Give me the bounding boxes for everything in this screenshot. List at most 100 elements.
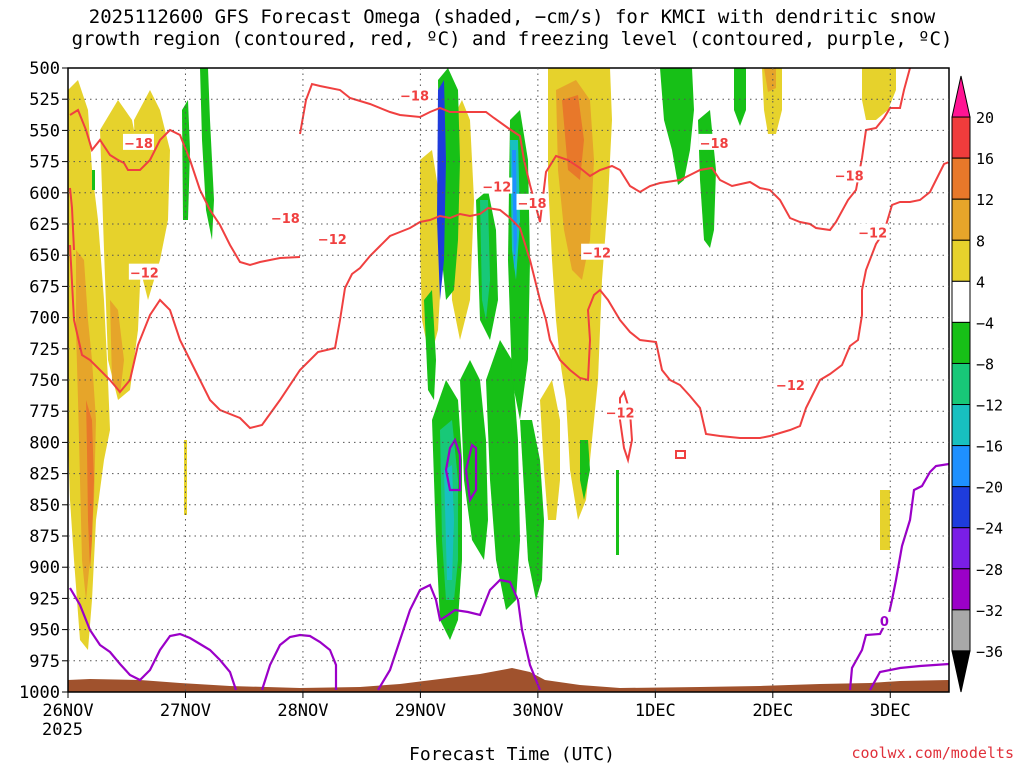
- omega-area-yellow: [540, 380, 560, 520]
- dgz-contour-label: −12: [606, 406, 635, 421]
- y-tick-label: 975: [29, 652, 60, 672]
- colorbar-segment: [951, 116, 971, 159]
- colorbar-label: 20: [976, 109, 994, 127]
- freezing-contour: [848, 462, 949, 691]
- x-tick-label: 26NOV: [42, 701, 93, 721]
- colorbar-segment: [951, 75, 971, 118]
- dgz-contour-label: −18: [400, 89, 429, 104]
- y-tick-label: 1000: [19, 683, 60, 703]
- y-tick-label: 575: [29, 153, 60, 173]
- omega-area-green: [486, 340, 520, 610]
- colorbar-label: −8: [976, 355, 994, 373]
- dgz-contour-label: −12: [318, 233, 347, 248]
- y-tick-label: 625: [29, 215, 60, 235]
- omega-area-cyan: [444, 465, 454, 580]
- freezing-contour: [69, 587, 238, 691]
- chart-title-line1: 2025112600 GFS Forecast Omega (shaded, −…: [88, 6, 936, 28]
- x-tick-label: 1DEC: [635, 701, 676, 721]
- colorbar-label: −20: [976, 479, 1003, 497]
- colorbar-segment: [951, 445, 971, 488]
- dgz-contour-label: −12: [858, 227, 887, 242]
- freezing-contour: [869, 662, 949, 691]
- dgz-contour-label-bg: [269, 208, 301, 225]
- dgz-contour-label: −12: [582, 247, 611, 262]
- omega-area-green: [616, 470, 619, 555]
- dgz-contour-upper: [299, 68, 911, 232]
- omega-area-yellow: [100, 100, 142, 400]
- dgz-contour-label: −12: [776, 379, 805, 394]
- colorbar-segment: [951, 362, 971, 406]
- freezing-contour-label-bg: [877, 611, 891, 628]
- dgz-contour-label: −18: [835, 169, 864, 184]
- y-tick-label: 500: [29, 59, 60, 79]
- colorbar-segment: [951, 239, 971, 282]
- dgz-contour-small: [619, 389, 634, 464]
- omega-area-yellow: [862, 68, 896, 120]
- colorbar-segment: [951, 609, 971, 652]
- colorbar-segment: [951, 527, 971, 570]
- omega-area-green: [182, 100, 190, 220]
- dgz-contour-upper: [69, 108, 301, 267]
- colorbar-segment: [951, 280, 971, 323]
- x-tick-label: 30NOV: [512, 701, 563, 721]
- omega-area-green: [92, 170, 95, 190]
- dgz-contour-label: −18: [518, 197, 547, 212]
- x-tick-label: 2DEC: [752, 701, 793, 721]
- y-tick-label: 950: [29, 621, 60, 641]
- y-tick-label: 850: [29, 496, 60, 516]
- omega-area-yellow: [184, 440, 187, 515]
- x-axis-label: Forecast Time (UTC): [409, 744, 615, 765]
- dgz-contour-label-bg: [128, 263, 160, 280]
- dgz-contour-label-bg: [581, 243, 613, 260]
- freezing-contour: [260, 633, 338, 691]
- omega-area-blue: [512, 150, 517, 270]
- colorbar-label: −12: [976, 397, 1003, 415]
- y-tick-label: 800: [29, 433, 60, 453]
- colorbar-label: −28: [976, 561, 1003, 579]
- colorbar-segment: [951, 568, 971, 611]
- colorbar-segment: [951, 650, 971, 693]
- colorbar-label: 16: [976, 150, 994, 168]
- y-tick-label: 750: [29, 371, 60, 391]
- y-tick-label: 675: [29, 277, 60, 297]
- y-tick-label: 775: [29, 402, 60, 422]
- freezing-level-contours: [69, 437, 949, 691]
- colorbar-label: −36: [976, 643, 1003, 661]
- x-tick-label: 3DEC: [870, 701, 911, 721]
- colorbar-label: −32: [976, 602, 1003, 620]
- colorbar: 20 16 12 8 4 −4 −8 −12 −16 −20 −24 −28 −32 −36: [951, 75, 1003, 693]
- y-tick-label: 525: [29, 90, 60, 110]
- dgz-contour-label-bg: [833, 166, 865, 183]
- credit-link[interactable]: coolwx.com/modelts: [851, 744, 1014, 762]
- dgz-contour-label-bg: [857, 223, 889, 240]
- colorbar-label: −4: [976, 314, 994, 332]
- year-label: 2025: [42, 720, 83, 740]
- dgz-contours: [69, 68, 949, 464]
- colorbar-segment: [951, 321, 971, 364]
- x-tick-label: 29NOV: [395, 701, 446, 721]
- dgz-contour-small: [675, 450, 686, 459]
- omega-area-green: [734, 68, 746, 126]
- omega-shading: [68, 68, 896, 650]
- dgz-contour-upper: [69, 187, 75, 251]
- dgz-contour-label-bg: [604, 403, 636, 420]
- dgz-contour-label-bg: [122, 133, 154, 150]
- contour-labels: −18 −18 −12 −12 −18 −12 −18 −12 −12 −18 −12 −18 −12 0: [122, 86, 891, 630]
- omega-area-orange: [562, 95, 584, 180]
- colorbar-label: 4: [976, 273, 985, 291]
- y-tick-label: 600: [29, 184, 60, 204]
- dgz-contour-label-bg: [698, 133, 730, 150]
- colorbar-label: −24: [976, 520, 1003, 538]
- colorbar-label: 8: [976, 232, 985, 250]
- y-tick-label: 650: [29, 246, 60, 266]
- y-tick-label: 725: [29, 340, 60, 360]
- omega-area-yellow: [880, 490, 890, 550]
- y-tick-label: 550: [29, 121, 60, 141]
- y-tick-label: 700: [29, 309, 60, 329]
- colorbar-segment: [951, 198, 971, 241]
- freezing-contour: [444, 437, 462, 492]
- x-tick-label: 27NOV: [160, 701, 211, 721]
- omega-area-blue: [437, 80, 446, 300]
- colorbar-segment: [951, 486, 971, 529]
- chart-title-line2: growth region (contoured, red, ºC) and f…: [71, 28, 953, 50]
